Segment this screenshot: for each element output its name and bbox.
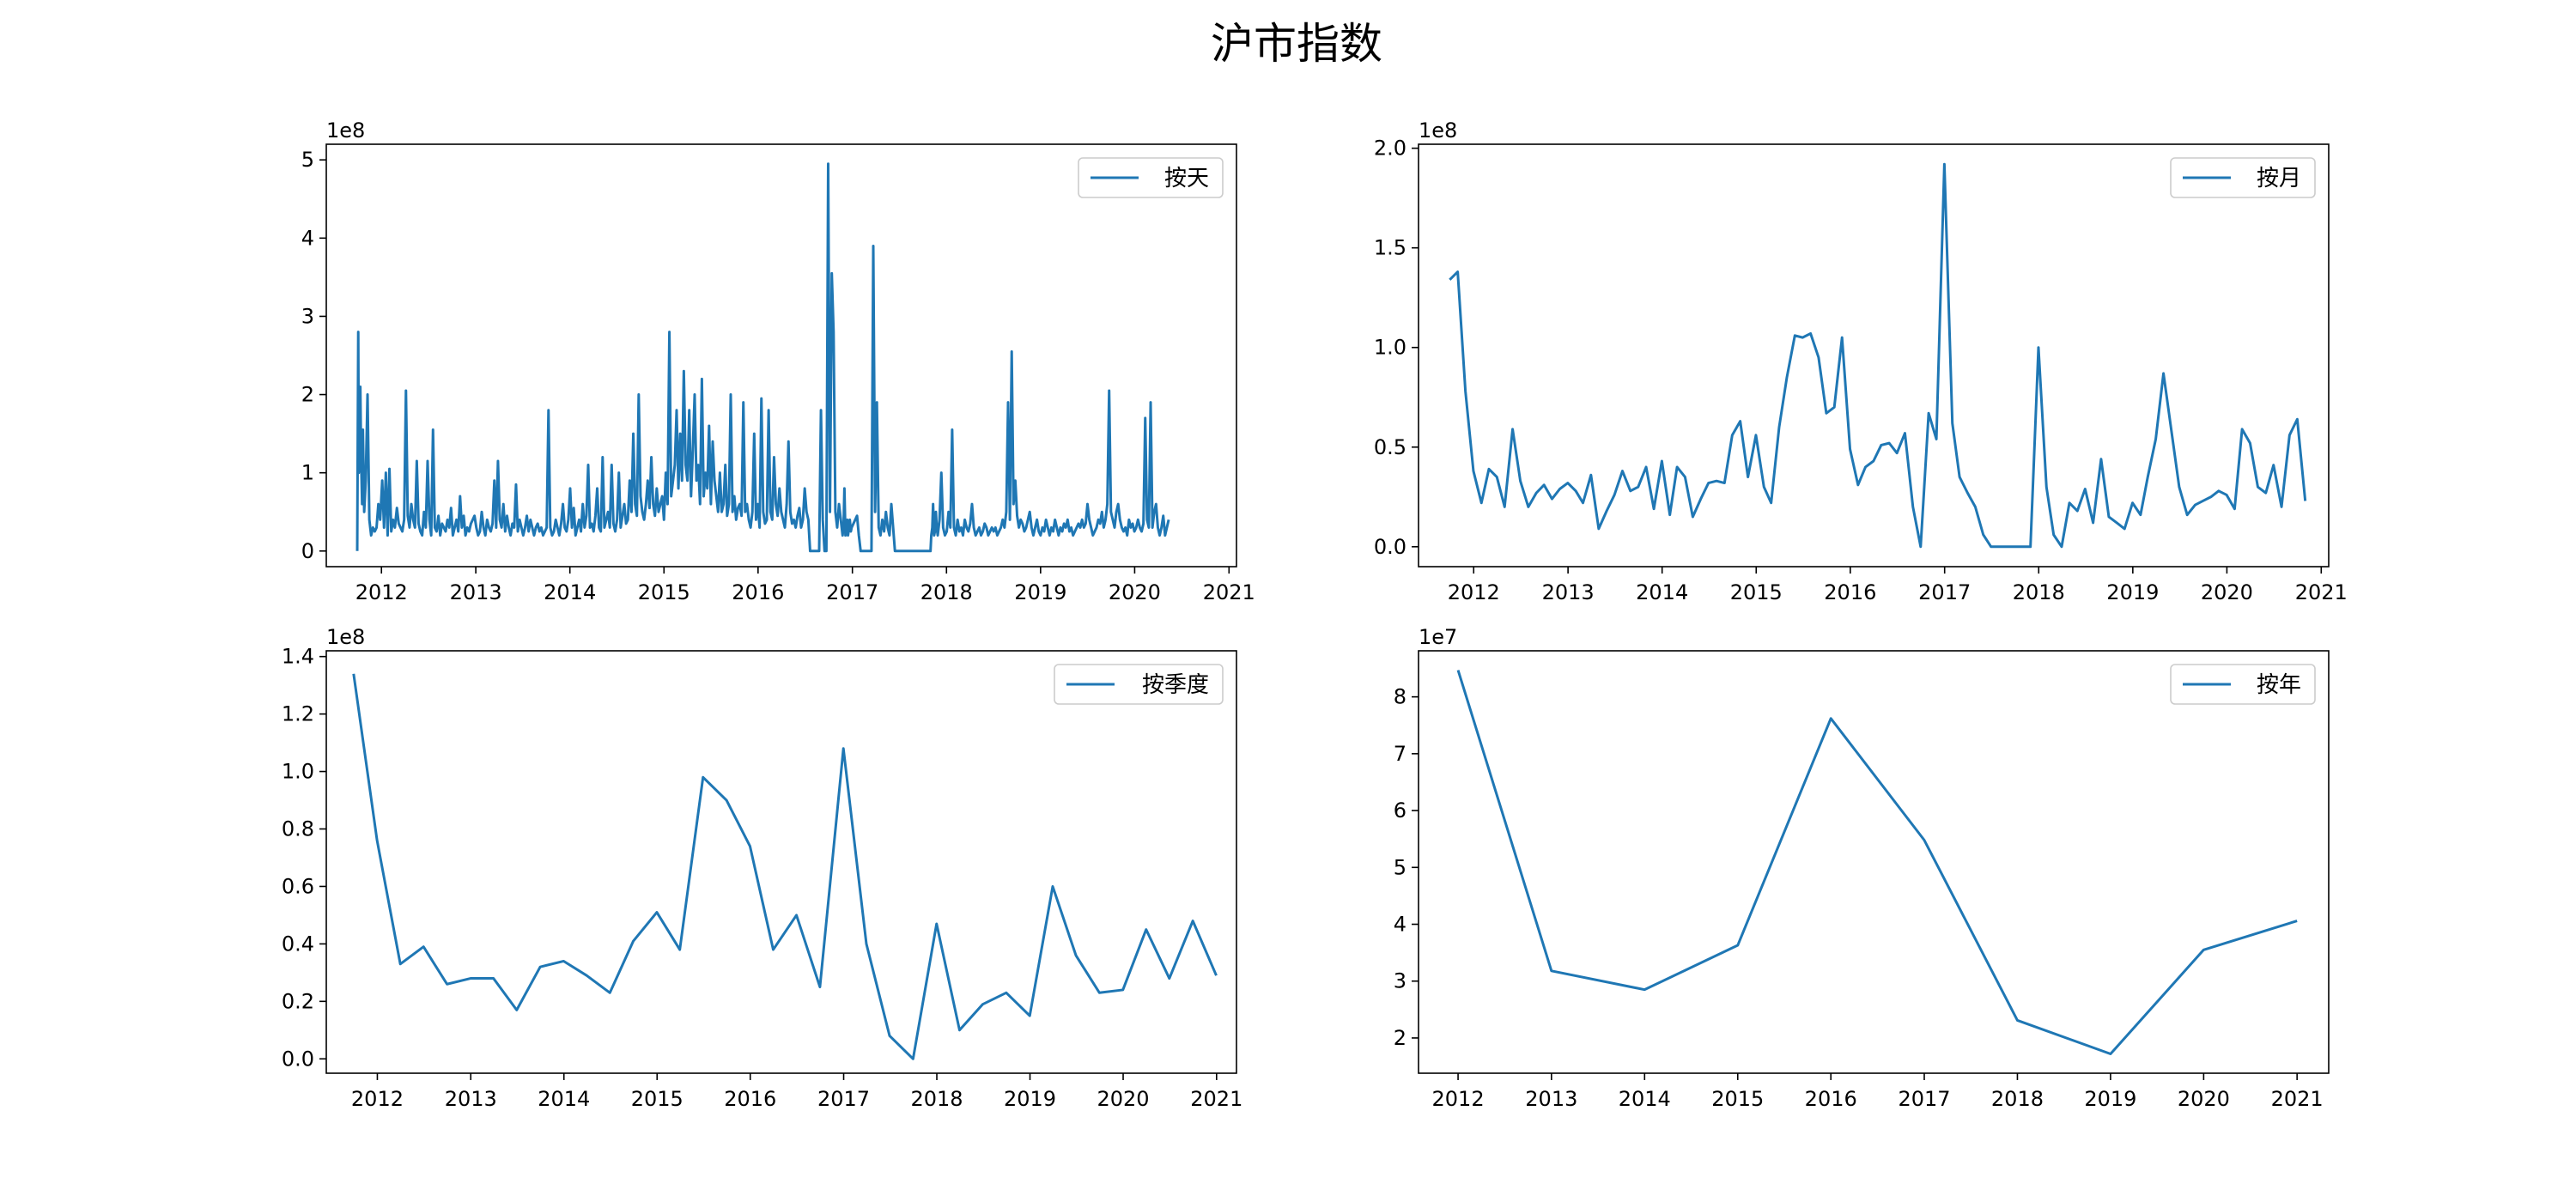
y-tick-label: 6 [1394, 798, 1406, 823]
x-tick-label: 2013 [450, 580, 502, 604]
y-tick-label: 4 [1394, 913, 1406, 937]
legend-label: 按季度 [1142, 672, 1209, 698]
x-tick-label: 2012 [351, 1087, 404, 1111]
x-tick-label: 2018 [2013, 580, 2065, 604]
y-tick-label: 0.2 [282, 989, 314, 1013]
subplot-yearly: 2 3 4 5 6 7 8 2012 2013 2014 2015 2016 2017 2018 2019 2… [1394, 625, 2330, 1111]
x-tick-label: 2014 [538, 1087, 590, 1111]
legend: 按年 [2170, 664, 2316, 705]
legend-box [2170, 157, 2316, 198]
x-tick-label: 2013 [1525, 1087, 1577, 1111]
x-tick-label: 2016 [1824, 580, 1876, 604]
legend-box [1078, 157, 1224, 198]
subplot-monthly: 0.0 0.5 1.0 1.5 2.0 2012 2013 2014 2015 2016 2017 2… [1374, 118, 2348, 604]
legend: 按月 [2170, 157, 2316, 198]
x-tick-label: 2019 [1014, 580, 1066, 604]
series-line [352, 673, 1218, 1060]
y-tick-label: 7 [1394, 742, 1406, 766]
axes-frame [325, 143, 1237, 568]
x-tick-label: 2015 [638, 580, 690, 604]
x-tick-label: 2020 [1097, 1087, 1149, 1111]
y-tick-label: 0.5 [1374, 435, 1406, 459]
x-tick-label: 2017 [826, 580, 878, 604]
x-tick-label: 2021 [1190, 1087, 1242, 1111]
y-tick-label: 0.0 [1374, 535, 1406, 559]
y-offset-label: 1e8 [326, 625, 365, 649]
legend-box [1054, 664, 1224, 705]
y-offset-label: 1e8 [326, 118, 365, 143]
y-tick-label: 2 [301, 383, 314, 407]
x-tick-label: 2015 [631, 1087, 683, 1111]
y-tick-label: 3 [301, 304, 314, 328]
y-tick-label: 5 [1394, 855, 1406, 879]
x-tick-label: 2021 [2295, 580, 2348, 604]
x-tick-label: 2014 [544, 580, 596, 604]
x-tick-label: 2012 [1432, 1087, 1485, 1111]
y-tick-label: 1.4 [282, 645, 314, 669]
x-tick-label: 2021 [1203, 580, 1255, 604]
x-tick-label: 2018 [920, 580, 973, 604]
y-tick-label: 5 [301, 148, 314, 172]
x-tick-label: 2019 [2106, 580, 2159, 604]
x-tick-label: 2014 [1619, 1087, 1671, 1111]
axes-frame [1418, 143, 2330, 568]
y-tick-label: 1 [301, 461, 314, 485]
x-tick-label: 2018 [1991, 1087, 2044, 1111]
y-tick-label: 0.0 [282, 1047, 314, 1071]
legend: 按天 [1078, 157, 1224, 198]
x-tick-label: 2017 [1898, 1087, 1950, 1111]
y-tick-label: 0.8 [282, 817, 314, 841]
legend-box [2170, 664, 2316, 705]
y-tick-label: 2 [1394, 1026, 1406, 1050]
x-tick-label: 2020 [1109, 580, 1161, 604]
y-tick-label: 1.2 [282, 702, 314, 726]
axes-frame [325, 650, 1237, 1074]
x-tick-label: 2021 [2271, 1087, 2324, 1111]
x-tick-label: 2016 [1805, 1087, 1857, 1111]
y-tick-label: 2.0 [1374, 137, 1406, 161]
y-tick-label: 1.0 [282, 760, 314, 784]
x-tick-label: 2017 [1918, 580, 1971, 604]
x-tick-label: 2015 [1711, 1087, 1764, 1111]
figure-title: 沪市指数 [1211, 19, 1382, 69]
x-tick-label: 2016 [724, 1087, 776, 1111]
x-tick-label: 2013 [1542, 580, 1595, 604]
x-tick-label: 2014 [1636, 580, 1688, 604]
x-tick-label: 2018 [910, 1087, 963, 1111]
x-tick-label: 2016 [732, 580, 784, 604]
series-line [355, 162, 1170, 553]
legend-label: 按天 [1164, 166, 1209, 191]
x-tick-label: 2012 [1448, 580, 1500, 604]
series-line [1449, 162, 2307, 549]
y-tick-label: 0.6 [282, 874, 314, 898]
x-tick-label: 2019 [1004, 1087, 1056, 1111]
y-tick-label: 1.0 [1374, 336, 1406, 360]
axes-frame [1418, 650, 2330, 1074]
x-tick-label: 2013 [445, 1087, 497, 1111]
legend-label: 按月 [2257, 166, 2301, 191]
y-tick-label: 4 [301, 226, 314, 250]
y-tick-label: 3 [1394, 969, 1406, 993]
subplot-daily: 0 1 2 3 4 5 2012 2013 2014 2015 2016 2017 2018 2019 20… [301, 118, 1255, 604]
y-offset-label: 1e8 [1419, 118, 1457, 143]
y-tick-label: 1.5 [1374, 236, 1406, 260]
x-tick-label: 2015 [1730, 580, 1783, 604]
series-line [1456, 670, 2298, 1055]
legend-label: 按年 [2257, 672, 2301, 698]
x-tick-label: 2020 [2201, 580, 2253, 604]
y-tick-label: 0.4 [282, 932, 314, 956]
y-offset-label: 1e7 [1419, 625, 1457, 649]
x-tick-label: 2019 [2084, 1087, 2136, 1111]
subplot-quarterly: 0.0 0.2 0.4 0.6 0.8 1.0 1.2 1.4 2012 2013 2014 2015… [282, 625, 1243, 1111]
x-tick-label: 2020 [2178, 1087, 2230, 1111]
y-tick-label: 0 [301, 539, 314, 563]
x-tick-label: 2017 [817, 1087, 870, 1111]
legend: 按季度 [1054, 664, 1224, 705]
x-tick-label: 2012 [355, 580, 408, 604]
y-tick-label: 8 [1394, 685, 1406, 709]
